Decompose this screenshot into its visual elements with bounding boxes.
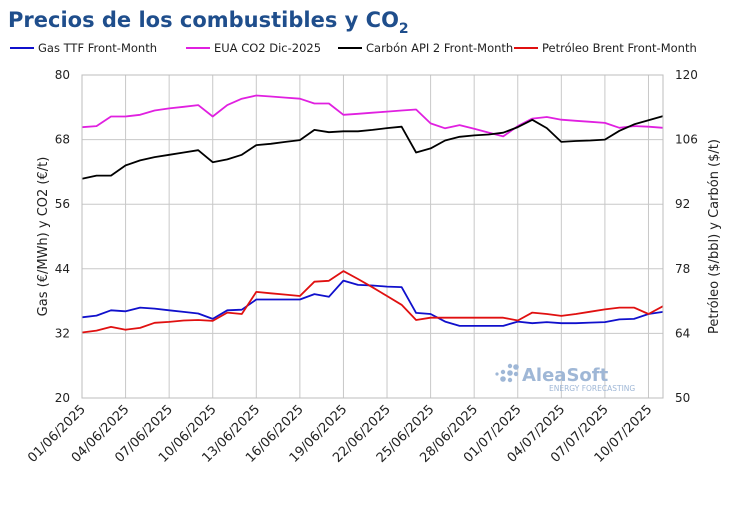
y-right-tick-label: 106 bbox=[675, 133, 698, 147]
aleasoft-logo-icon bbox=[495, 363, 519, 383]
series-line-4 bbox=[81, 270, 664, 334]
y-left-tick-label: 68 bbox=[55, 133, 70, 147]
y-left-tick-label: 20 bbox=[55, 391, 70, 405]
series-line-2 bbox=[81, 94, 664, 138]
y-right-tick-label: 64 bbox=[675, 326, 690, 340]
series-line-1 bbox=[81, 279, 664, 327]
y-left-tick-label: 56 bbox=[55, 197, 70, 211]
legend-label-4: Petróleo Brent Front-Month bbox=[542, 41, 697, 55]
legend: Gas TTF Front-Month EUA CO2 Dic-2025 Carbó… bbox=[10, 41, 697, 55]
chart-title-subscript: 2 bbox=[399, 21, 409, 37]
y-left-axis-label: Gas (€/MWh) y CO2 (€/t) bbox=[36, 157, 51, 317]
y-right-tick-label: 120 bbox=[675, 68, 698, 82]
series-lines bbox=[81, 94, 664, 334]
y-right-tick-label: 50 bbox=[675, 391, 690, 405]
y-left-tick-label: 32 bbox=[55, 326, 70, 340]
y-left-tick-label: 80 bbox=[55, 68, 70, 82]
y-right-tick-label: 78 bbox=[675, 262, 690, 276]
plot-border bbox=[81, 74, 664, 399]
chart-title-main: Precios de los combustibles y CO bbox=[8, 8, 399, 32]
y-right-axis-label: Petróleo ($/bbl) y Carbón ($/t) bbox=[707, 139, 722, 334]
y-left-tick-label: 44 bbox=[55, 262, 70, 276]
legend-label-3: Carbón API 2 Front-Month bbox=[366, 41, 513, 55]
y-right-tick-label: 92 bbox=[675, 197, 690, 211]
legend-label-2: EUA CO2 Dic-2025 bbox=[214, 41, 321, 55]
legend-label-1: Gas TTF Front-Month bbox=[38, 41, 157, 55]
watermark-name: AleaSoft bbox=[522, 365, 609, 386]
chart-title: Precios de los combustibles y CO2 bbox=[8, 8, 409, 37]
watermark-tagline: ENERGY FORECASTING bbox=[549, 384, 635, 393]
watermark: AleaSoft ENERGY FORECASTING bbox=[495, 363, 635, 393]
series-line-3 bbox=[81, 115, 664, 180]
